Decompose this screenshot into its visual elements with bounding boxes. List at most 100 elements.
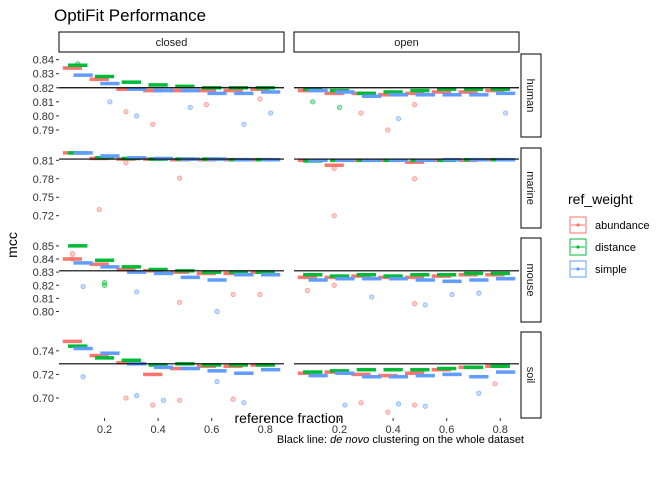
median-point-distance — [445, 273, 449, 277]
x-tick-label: 0.6 — [204, 424, 219, 436]
median-point-simple — [81, 346, 85, 351]
median-point-distance — [471, 365, 476, 369]
data-point-abundance — [257, 291, 263, 298]
legend-label-abundance: abundance — [595, 220, 649, 232]
data-point-simple — [476, 290, 482, 296]
y-tick-label: 0.82 — [33, 280, 54, 292]
y-tick-label: 0.81 — [33, 97, 54, 109]
data-point-simple — [241, 400, 247, 406]
median-point-abundance — [70, 66, 74, 70]
median-point-simple — [188, 88, 192, 93]
data-point-abundance — [411, 102, 418, 108]
median-point-simple — [242, 273, 246, 277]
median-point-simple — [269, 368, 273, 372]
median-point-simple — [450, 93, 454, 97]
median-point-simple — [396, 277, 401, 281]
facet-strip-marine — [520, 147, 542, 229]
median-point-abundance — [412, 371, 417, 375]
median-point-abundance — [177, 366, 182, 371]
panel-soil-open — [294, 332, 519, 418]
median-point-simple — [423, 278, 427, 282]
data-point-simple — [395, 401, 402, 407]
y-tick-label: 0.75 — [33, 192, 54, 204]
median-point-distance — [183, 84, 187, 88]
median-point-simple — [504, 277, 508, 281]
legend-key-dot-abundance — [576, 223, 580, 227]
panel-soil-closed — [59, 332, 284, 418]
median-point-simple — [396, 93, 401, 97]
y-tick-label: 0.72 — [33, 211, 54, 223]
data-point-simple — [134, 113, 140, 119]
data-point-simple — [80, 283, 86, 290]
data-point-simple — [134, 289, 140, 295]
y-tick-label: 0.83 — [33, 267, 54, 279]
data-point-simple — [342, 402, 348, 408]
median-point-distance — [311, 273, 315, 277]
facet-strip-label-human: human — [524, 79, 536, 113]
median-point-abundance — [386, 93, 390, 97]
y-tick-label: 0.81 — [33, 293, 54, 305]
median-point-distance — [391, 274, 395, 278]
median-point-simple — [477, 278, 481, 282]
data-point-simple — [160, 397, 167, 403]
y-tick-label: 0.83 — [33, 69, 54, 81]
data-point-abundance — [230, 396, 236, 402]
data-point-simple — [449, 291, 455, 298]
legend-key-dot-simple — [576, 267, 580, 271]
data-point-simple — [369, 294, 375, 300]
facet-panels: closed openhuman0.790.800.810.820.830.84m… — [33, 31, 542, 436]
median-point-distance — [311, 370, 315, 374]
legend-title: ref_weight — [568, 191, 633, 207]
y-tick-label: 0.85 — [33, 241, 54, 253]
data-point-abundance — [385, 409, 391, 415]
median-point-distance — [364, 368, 368, 372]
facet-strip-open — [293, 31, 520, 53]
median-point-simple — [343, 371, 347, 375]
median-point-abundance — [359, 372, 363, 377]
median-point-simple — [161, 88, 166, 93]
data-point-simple — [134, 393, 140, 399]
data-point-simple — [214, 378, 220, 385]
median-point-simple — [504, 370, 508, 374]
panel-background — [59, 54, 284, 137]
data-point-abundance — [150, 121, 156, 127]
y-tick-label: 0.72 — [33, 369, 54, 381]
data-point-abundance — [331, 213, 337, 219]
data-point-abundance — [230, 291, 236, 298]
y-tick-label: 0.84 — [33, 55, 54, 67]
median-point-abundance — [177, 88, 182, 93]
median-point-simple — [161, 271, 166, 276]
median-point-simple — [188, 366, 192, 371]
data-point-distance — [101, 280, 108, 286]
x-tick-label: 0.6 — [439, 424, 454, 436]
median-point-distance — [418, 273, 422, 277]
median-point-simple — [108, 265, 112, 269]
median-point-simple — [215, 369, 219, 373]
median-point-distance — [156, 83, 160, 87]
median-point-simple — [343, 90, 347, 94]
median-point-simple — [504, 91, 508, 95]
data-point-simple — [214, 308, 220, 315]
median-point-distance — [364, 273, 368, 277]
median-point-simple — [370, 277, 374, 281]
legend: ref_weight abundance distance simple — [568, 191, 649, 278]
data-point-abundance — [304, 287, 310, 294]
caption: Black line: de novo clustering on the wh… — [277, 434, 524, 446]
legend-label-distance: distance — [595, 242, 636, 254]
facet-strip-label-marine: marine — [524, 171, 536, 205]
data-point-distance — [310, 99, 316, 105]
x-tick-label: 0.8 — [258, 424, 273, 436]
median-point-simple — [242, 91, 246, 95]
x-axis-title: reference fraction — [235, 410, 344, 426]
panel-human-open — [294, 54, 519, 137]
median-point-simple — [269, 90, 273, 94]
median-point-simple — [396, 375, 401, 379]
data-point-abundance — [123, 395, 129, 401]
data-point-simple — [80, 374, 86, 380]
y-tick-label: 0.84 — [33, 254, 54, 266]
facet-strip-label-closed: closed — [156, 37, 188, 49]
panel-background — [59, 238, 284, 322]
data-point-abundance — [358, 400, 364, 406]
median-point-abundance — [412, 275, 417, 279]
median-point-abundance — [305, 275, 309, 279]
